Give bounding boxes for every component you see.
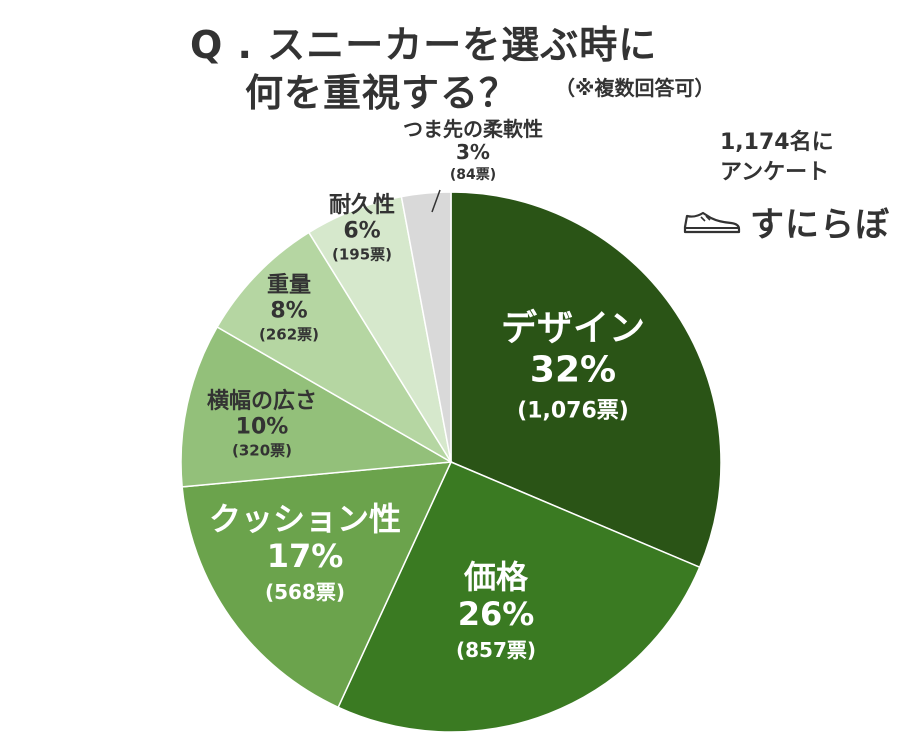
slice-votes-4: (320票) — [232, 441, 292, 459]
chart-title-line2: 何を重視する？ — [245, 71, 519, 115]
pie-slice-1 — [450, 191, 722, 569]
slice-label-1: デザイン — [501, 307, 645, 349]
slice-label-7: つま先の柔軟性 — [403, 117, 543, 141]
slice-votes-3: (568票) — [265, 580, 345, 604]
slice-label-4: 横幅の広さ — [207, 388, 317, 414]
slice-label-5: 重量 — [267, 273, 311, 298]
pie-slice-4 — [180, 325, 454, 488]
respondent-count-line2: アンケート — [720, 160, 830, 185]
slice-label-3: クッション性 — [209, 500, 401, 538]
slice-percent-6: 6% — [343, 218, 380, 243]
slice-votes-6: (195票) — [332, 245, 392, 263]
pie-slice-2 — [337, 461, 701, 733]
respondent-count: 1,174名に アンケート — [720, 128, 834, 188]
brand-name: すにらぼ — [750, 205, 890, 245]
slice-votes-1: (1,076票) — [517, 398, 629, 423]
slice-percent-5: 8% — [270, 298, 307, 323]
leader-line-7 — [431, 189, 441, 213]
brand-logo: すにらぼ — [682, 197, 890, 246]
sneaker-icon — [683, 211, 741, 233]
slice-percent-4: 10% — [236, 414, 289, 439]
pie-slice-3 — [181, 461, 453, 709]
pie-slice-5 — [216, 231, 452, 463]
slice-percent-2: 26% — [458, 595, 535, 633]
chart-note: （※複数回答可） — [555, 76, 715, 100]
pie-slices — [180, 191, 722, 733]
slice-percent-1: 32% — [530, 349, 616, 390]
respondent-count-line1: 1,174名に — [720, 130, 834, 155]
chart-title-line1: Q . スニーカーを選ぶ時に — [190, 23, 658, 67]
slice-label-6: 耐久性 — [329, 192, 395, 218]
slice-label-2: 価格 — [463, 558, 529, 596]
leader-lines — [431, 189, 441, 213]
slice-votes-7: (84票) — [450, 167, 496, 183]
slice-votes-5: (262票) — [259, 325, 319, 343]
slice-percent-3: 17% — [267, 537, 344, 575]
slice-percent-7: 3% — [456, 140, 490, 164]
pie-slice-7 — [400, 191, 452, 463]
slice-votes-2: (857票) — [456, 638, 536, 662]
